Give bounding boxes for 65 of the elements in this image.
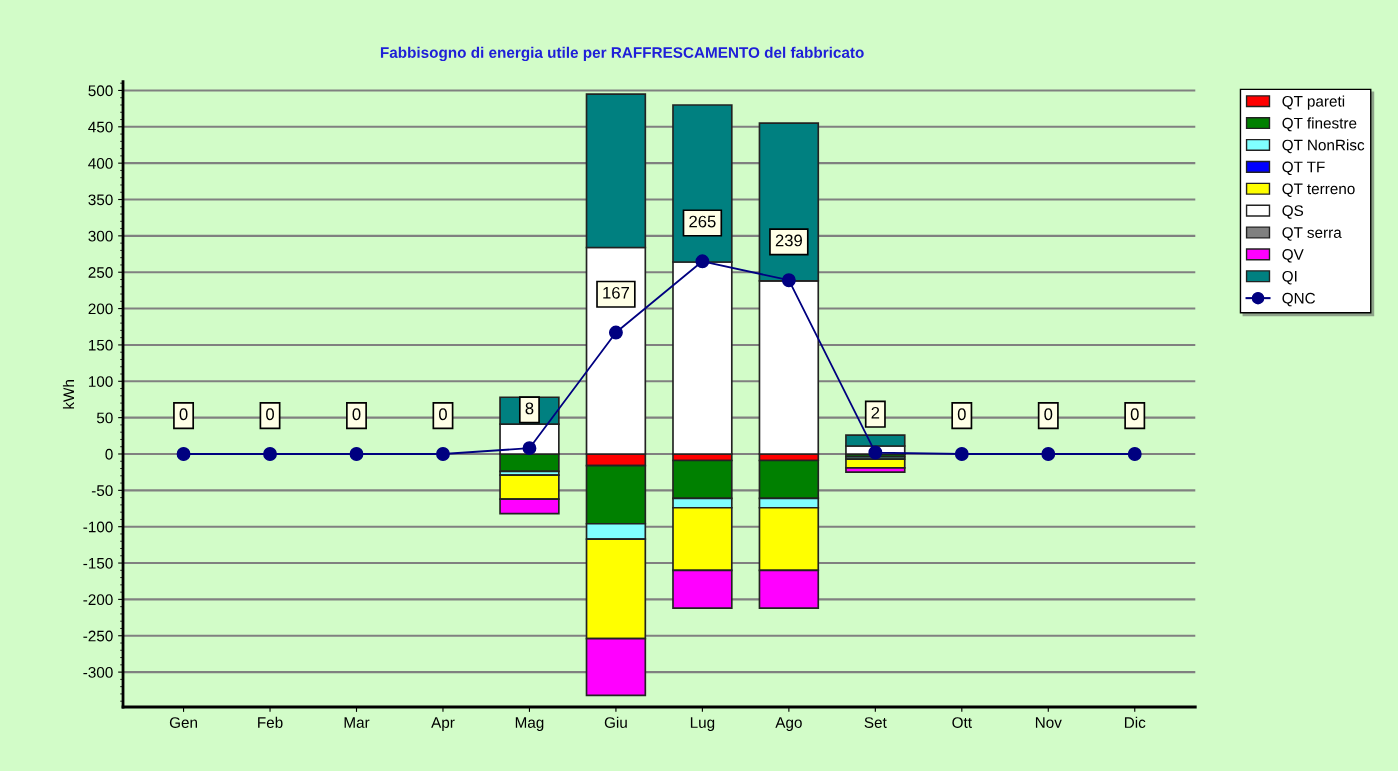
y-tick-label: 400 (88, 158, 113, 169)
y-tick-label: 350 (88, 194, 113, 206)
x-tick-label: Feb (258, 716, 283, 728)
point (954, 447, 969, 461)
x-tick-label: Mar (344, 717, 370, 728)
point (522, 441, 537, 456)
legend-label: QNC (1282, 292, 1316, 307)
y-tick-label: 500 (88, 85, 113, 97)
point (436, 447, 450, 461)
y-tick-label: 150 (88, 339, 113, 351)
legend-label: QS (1282, 205, 1304, 219)
point (695, 254, 710, 269)
y-tick-label: 300 (88, 230, 113, 242)
point (1041, 447, 1056, 461)
y-tick-label: -150 (83, 557, 113, 569)
y-tick-label: -100 (83, 521, 113, 533)
x-tick-label: Lug (690, 717, 715, 731)
y-tick-label: 100 (88, 376, 113, 387)
data-label: 0 (1044, 408, 1053, 421)
y-tick-label: -250 (83, 630, 113, 642)
point (349, 447, 364, 461)
x-tick-label: Ago (775, 717, 802, 731)
legend-label: QI (1282, 270, 1297, 285)
data-label: 8 (525, 402, 534, 415)
y-tick-label: 250 (88, 267, 113, 278)
legend-label: QT NonRisc (1282, 139, 1365, 154)
point (176, 447, 191, 461)
y-tick-label: -200 (83, 594, 113, 606)
y-tick-label: 200 (88, 303, 113, 315)
x-tick-label: Ott (952, 717, 972, 728)
data-label: 265 (689, 215, 716, 228)
data-label: 0 (352, 408, 361, 421)
x-tick-label: Nov (1035, 717, 1062, 728)
y-axis-title: kWh (62, 380, 74, 409)
y-tick-label: -300 (83, 666, 113, 678)
data-label: 0 (957, 408, 966, 421)
legend-label: QT terreno (1282, 183, 1355, 197)
point (868, 445, 883, 460)
x-tick-label: Giu (604, 716, 627, 728)
point (608, 325, 623, 340)
x-tick-label: Dic (1124, 716, 1146, 728)
point (263, 447, 277, 461)
legend-label: QT TF (1282, 161, 1325, 176)
data-label: 239 (775, 234, 802, 247)
data-label: 0 (266, 408, 275, 421)
point (781, 273, 796, 288)
y-tick-label: -50 (91, 485, 113, 497)
y-tick-label: 0 (105, 448, 113, 460)
x-tick-label: Apr (431, 717, 455, 731)
x-tick-label: Gen (169, 717, 197, 728)
y-tick-label: 450 (88, 121, 113, 133)
data-label: 167 (603, 286, 629, 299)
legend-label: QT pareti (1282, 95, 1345, 110)
legend-label: QT finestre (1282, 117, 1357, 132)
legend-label: QV (1282, 249, 1304, 263)
y-tick-label: 50 (96, 412, 113, 424)
data-label: 0 (179, 408, 188, 421)
data-label: 0 (1130, 408, 1139, 421)
x-tick-label: Set (864, 717, 887, 728)
x-tick-label: Mag (515, 717, 544, 731)
chart-title: Fabbisogno di energia utile per RAFFRESCAMENTO del fabbricato (380, 46, 864, 62)
data-label: 0 (438, 408, 447, 421)
legend-label: QT serra (1282, 227, 1342, 241)
point (1127, 447, 1142, 461)
data-label: 2 (871, 406, 880, 419)
